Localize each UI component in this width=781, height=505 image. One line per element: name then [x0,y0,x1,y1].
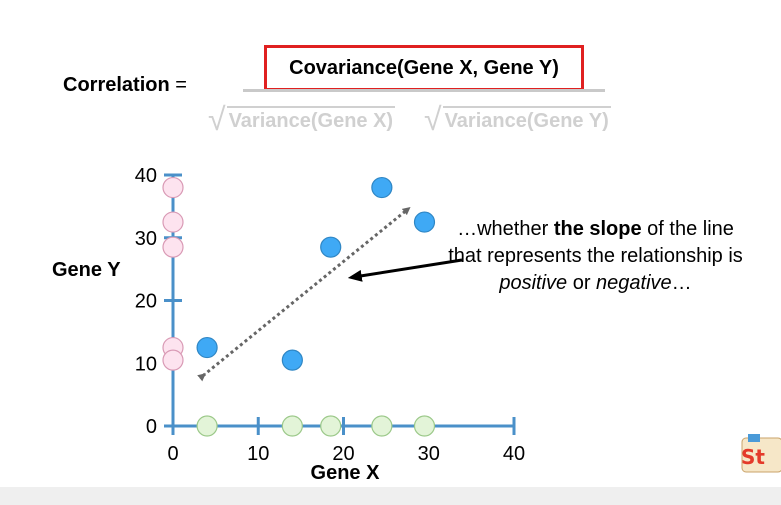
y-projection-point [162,176,184,199]
denominator-left: √ Variance(Gene X) [208,101,396,137]
numerator-box: Covariance(Gene X, Gene Y) [264,45,584,91]
y-axis-label: Gene Y [52,259,121,281]
x-projection-point [371,415,393,437]
arrows [197,206,463,382]
denominator-left-text: Variance(Gene X) [226,106,396,134]
tick-labels: 0 10 20 30 40 0 10 20 30 40 [135,165,525,465]
denominator-right: √ Variance(Gene Y) [424,101,611,137]
axes [171,175,514,428]
y-tick-label: 10 [135,353,157,375]
y-tick-label: 0 [146,416,157,438]
svg-text:St: St [741,445,765,469]
x-tick-label: 0 [167,443,178,465]
slope-arrow [197,206,411,382]
data-point [196,336,218,359]
x-tick-label: 10 [247,443,269,465]
y-tick-label: 40 [135,165,157,187]
data-point [320,236,342,258]
ticks [164,173,516,435]
x-projection-point [413,415,436,437]
x-tick-label: 30 [418,443,440,465]
y-tick-label: 20 [135,291,157,313]
y-projection-point [162,236,184,258]
slope-annotation: …whether the slope of the line that repr… [448,218,743,294]
numerator-text: Covariance(Gene X, Gene Y) [289,56,559,79]
x-tick-label: 20 [332,443,354,465]
statquest-logo-icon: St [738,432,781,474]
data-point [371,176,393,199]
y-tick-label: 30 [135,228,157,250]
fraction-bar [243,89,605,92]
x-tick-label: 40 [503,443,525,465]
points [162,176,436,437]
x-axis-label: Gene X [311,462,381,484]
y-projection-point [162,349,184,371]
denominator-right-text: Variance(Gene Y) [442,106,611,134]
sqrt-icon: √ [208,101,226,137]
data-point [281,349,303,371]
x-projection-point [320,415,342,437]
x-projection-point [281,415,303,437]
correlation-label: Correlation = [63,74,187,96]
footer-bar [0,487,781,505]
y-projection-point [162,211,184,233]
pointer-arrow [347,258,463,282]
x-projection-point [196,415,218,437]
sqrt-icon: √ [424,101,442,137]
data-point [413,211,436,233]
